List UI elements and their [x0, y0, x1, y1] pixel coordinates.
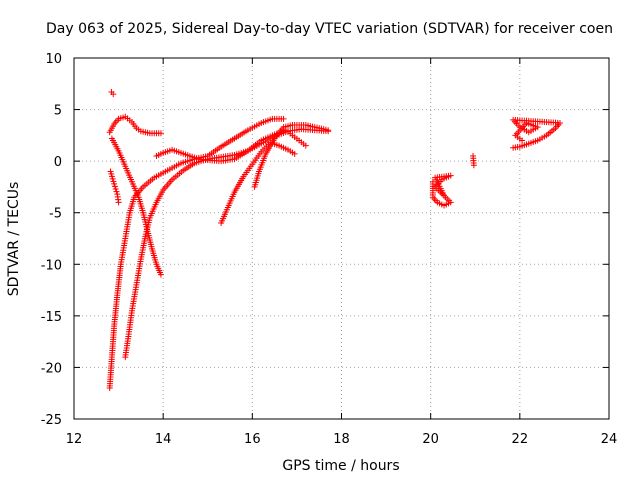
grid-layer [74, 58, 609, 419]
data-point [441, 192, 448, 199]
y-axis-label: SDTVAR / TECUs [6, 182, 22, 297]
data-series-track-g [153, 127, 309, 165]
data-point [111, 180, 118, 187]
x-tick-label: 12 [66, 432, 83, 447]
y-tick-label: -10 [41, 258, 62, 273]
data-point [470, 162, 477, 169]
x-tick-label: 18 [333, 432, 350, 447]
data-series-track-c [107, 168, 122, 206]
data-series-track-k [470, 152, 477, 169]
data-point [112, 185, 119, 192]
data-point [519, 137, 526, 144]
x-tick-label: 14 [155, 432, 172, 447]
data-point [110, 91, 117, 98]
data-series-track-a [108, 89, 117, 98]
x-axis-label: GPS time / hours [282, 458, 399, 474]
x-tick-label: 20 [422, 432, 439, 447]
data-series-track-i [251, 122, 332, 190]
y-tick-label: -5 [49, 207, 62, 222]
data-series-track-b [106, 113, 164, 137]
data-point [280, 115, 287, 122]
data-point [157, 130, 164, 137]
data-point [302, 142, 309, 149]
x-tick-label: 16 [244, 432, 261, 447]
data-series-track-l [510, 116, 563, 151]
points-layer [106, 89, 563, 392]
data-point [291, 150, 298, 157]
y-tick-label: 5 [54, 104, 62, 119]
data-point [113, 188, 120, 195]
y-tick-label: -20 [41, 361, 62, 376]
x-tick-label: 24 [601, 432, 618, 447]
y-tick-label: 0 [54, 155, 62, 170]
ticks-layer: 12 14 16 18 20 22 24 10 5 0 -5 -10 -15 -20 -25 [41, 52, 618, 447]
data-point [325, 127, 332, 134]
y-tick-label: -15 [41, 310, 62, 325]
y-tick-label: 10 [45, 52, 62, 67]
data-series-track-f [122, 126, 332, 361]
chart-title: Day 063 of 2025, Sidereal Day-to-day VTE… [46, 21, 613, 37]
data-point [157, 271, 164, 278]
data-series-track-j [429, 172, 454, 209]
y-tick-label: -25 [41, 413, 62, 428]
x-tick-label: 22 [512, 432, 529, 447]
data-point [115, 199, 122, 206]
data-point [111, 183, 118, 190]
